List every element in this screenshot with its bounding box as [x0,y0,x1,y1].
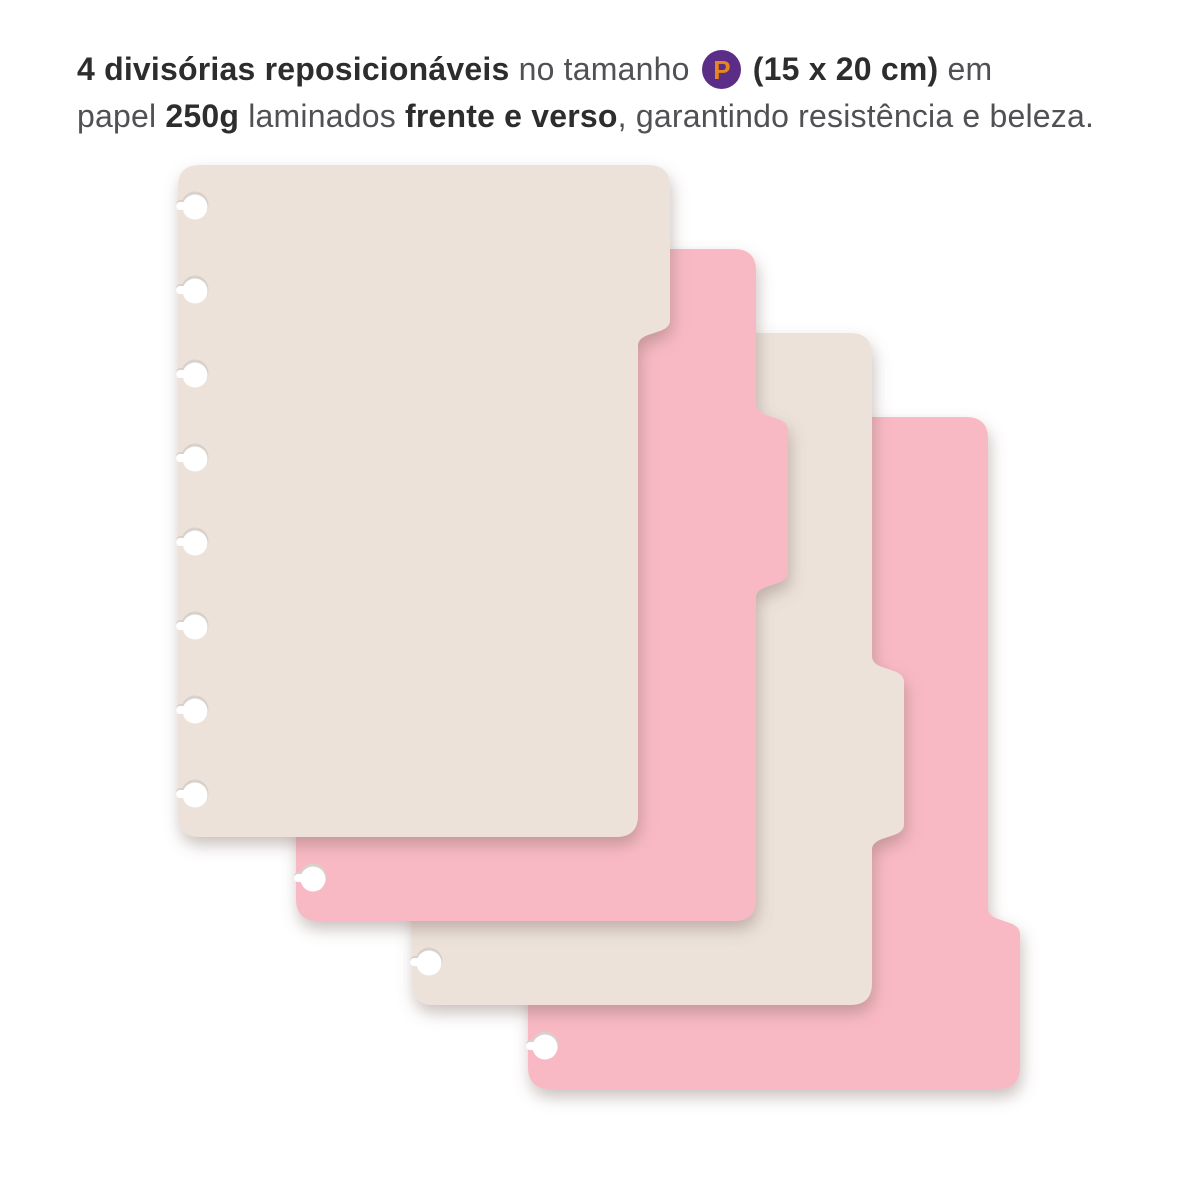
size-badge-letter: P [713,55,731,85]
headline-regular-papel: papel [77,98,166,134]
headline-line-1: 4 divisórias reposicionáveis no tamanho … [77,50,993,89]
divider-sheet-1 [176,165,670,837]
headline-regular-end: em [938,51,993,87]
size-badge: P [701,50,741,89]
headline-bold-weight: 250g [165,98,240,134]
headline-regular-tail: , garantindo resistência e beleza. [617,98,1095,134]
headline-line-2: papel 250g laminados frente e verso, gar… [77,98,1094,134]
divider-sheet-1-shape [178,165,670,837]
headline-bold-size: (15 x 20 cm) [743,51,939,87]
headline-bold-intro: 4 divisórias reposicionáveis [77,51,510,87]
headline-regular-mid: no tamanho [509,51,699,87]
headline: 4 divisórias reposicionáveis no tamanho … [77,46,1167,140]
headline-regular-laminados: laminados [239,98,405,134]
headline-bold-finish: frente e verso [404,98,618,134]
size-badge-circle [701,50,741,89]
